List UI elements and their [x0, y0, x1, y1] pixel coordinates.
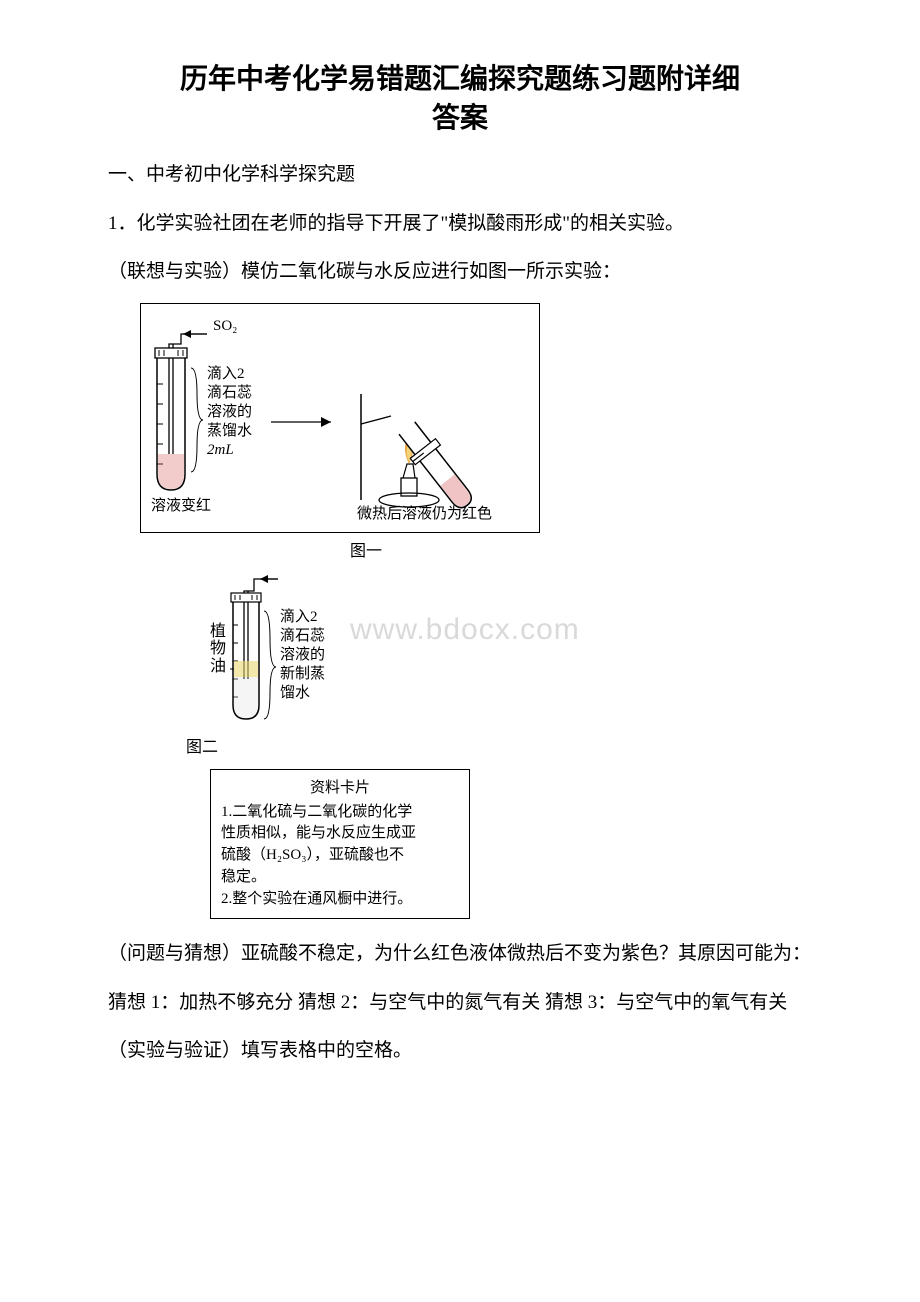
card-l3: 硫酸（H₂SO₃），亚硫酸也不 [221, 845, 459, 867]
figure-two-svg: 滴入2 滴石蕊 溶液的 新制蒸 馏水 [230, 569, 400, 729]
fig1-left-bottom: 溶液变红 [151, 497, 211, 514]
figure-one-caption: 图一 [350, 537, 850, 561]
experiment-verify: （实验与验证）填写表格中的空格。 [70, 1034, 850, 1068]
fig2-lc1: 物 [210, 640, 226, 658]
card-title: 资料卡片 [221, 778, 459, 800]
conjecture-list: 猜想 1：加热不够充分 猜想 2：与空气中的氮气有关 猜想 3：与空气中的氧气有… [70, 986, 850, 1020]
card-l4: 稳定。 [221, 867, 459, 889]
figure-two-container: 植 物 油 滴入2 [210, 569, 850, 729]
fig1-t2: 溶液的 [207, 403, 252, 420]
figure-one-box: SO₂ 滴入2 滴石蕊 溶液的 蒸馏水 2mL [140, 303, 540, 533]
question-conjecture: （问题与猜想）亚硫酸不稳定，为什么红色液体微热后不变为紫色？其原因可能为： [70, 937, 850, 971]
info-card: 资料卡片 1.二氧化硫与二氧化碳的化学 性质相似，能与水反应生成亚 硫酸（H₂S… [210, 769, 470, 920]
document-title: 历年中考化学易错题汇编探究题练习题附详细 答案 [70, 60, 850, 138]
fig1-right-bottom: 微热后溶液仍为红色 [357, 505, 492, 522]
figure-one-svg: SO₂ 滴入2 滴石蕊 溶液的 蒸馏水 2mL [151, 314, 527, 524]
fig1-t3: 蒸馏水 [207, 422, 252, 439]
section-heading: 一、中考初中化学科学探究题 [70, 158, 850, 192]
so2-label: SO₂ [213, 318, 237, 334]
fig2-lc0: 植 [210, 623, 226, 641]
fig2-left-column: 植 物 油 [210, 623, 226, 676]
fig2-t2: 溶液的 [280, 646, 325, 663]
fig1-t4: 2mL [207, 442, 234, 458]
lianxiang-experiment: （联想与实验）模仿二氧化碳与水反应进行如图一所示实验： [70, 255, 850, 289]
fig1-t1: 滴石蕊 [207, 383, 252, 401]
figure-two-caption: 图二 [186, 733, 850, 757]
fig1-t0: 滴入2 [207, 364, 245, 382]
question-1-intro: 1．化学实验社团在老师的指导下开展了"模拟酸雨形成"的相关实验。 [70, 207, 850, 241]
card-l1: 1.二氧化硫与二氧化碳的化学 [221, 802, 459, 824]
fig2-t3: 新制蒸 [280, 665, 325, 682]
title-line-1: 历年中考化学易错题汇编探究题练习题附详细 [180, 64, 740, 95]
fig2-lc2: 油 [210, 658, 226, 676]
title-line-2: 答案 [432, 103, 488, 134]
card-l5: 2.整个实验在通风橱中进行。 [221, 889, 459, 911]
fig2-t4: 馏水 [280, 684, 310, 701]
fig2-t0: 滴入2 [280, 607, 318, 625]
fig2-t1: 滴石蕊 [280, 626, 325, 644]
figure-one-container: SO₂ 滴入2 滴石蕊 溶液的 蒸馏水 2mL [140, 303, 850, 920]
card-l2: 性质相似，能与水反应生成亚 [221, 823, 459, 845]
